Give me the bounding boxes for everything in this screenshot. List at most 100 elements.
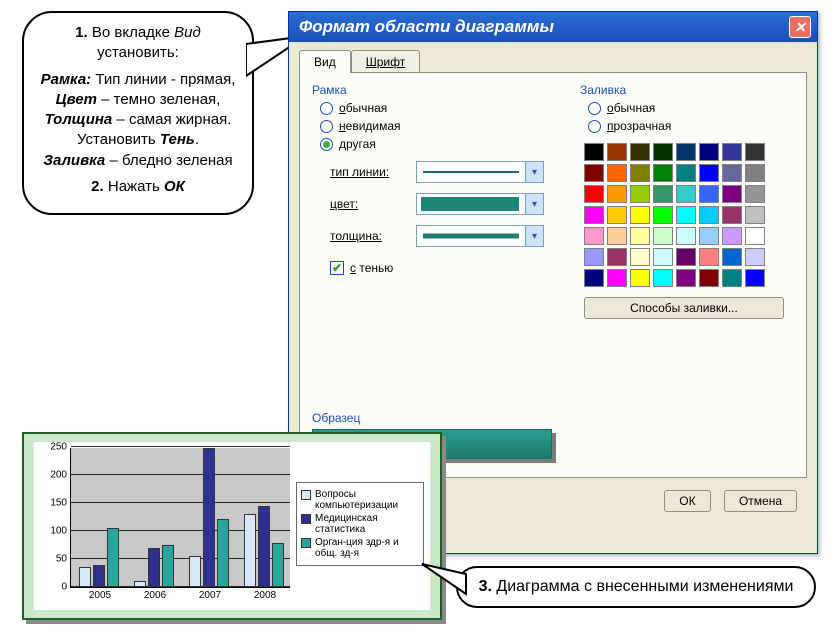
palette-swatch[interactable] xyxy=(699,164,719,182)
palette-swatch[interactable] xyxy=(676,269,696,287)
palette-swatch[interactable] xyxy=(584,206,604,224)
ok-button[interactable]: ОК xyxy=(664,490,710,512)
t: невидимая xyxy=(339,119,401,133)
palette-swatch[interactable] xyxy=(676,248,696,266)
radio-border-default[interactable]: обычная xyxy=(320,101,566,115)
radio-fill-transparent[interactable]: прозрачная xyxy=(588,119,794,133)
palette-swatch[interactable] xyxy=(653,206,673,224)
gridline xyxy=(71,474,290,475)
combo-color[interactable]: ▾ xyxy=(416,193,544,215)
bar xyxy=(203,448,215,587)
palette-swatch[interactable] xyxy=(699,185,719,203)
palette-swatch[interactable] xyxy=(653,185,673,203)
radio-border-none[interactable]: невидимая xyxy=(320,119,566,133)
combo-weight[interactable]: ▾ xyxy=(416,225,544,247)
palette-swatch[interactable] xyxy=(699,143,719,161)
t: с тенью xyxy=(350,261,393,275)
palette-swatch[interactable] xyxy=(745,206,765,224)
t: Толщина xyxy=(45,111,113,128)
t: установить: xyxy=(97,44,179,61)
color-swatch xyxy=(421,197,519,211)
radio-border-custom[interactable]: другая xyxy=(320,137,566,151)
palette-swatch[interactable] xyxy=(676,206,696,224)
palette-swatch[interactable] xyxy=(699,269,719,287)
checkbox-shadow[interactable]: ✔ с тенью xyxy=(330,261,566,275)
palette-swatch[interactable] xyxy=(584,269,604,287)
y-tick-label: 250 xyxy=(50,442,67,453)
palette-swatch[interactable] xyxy=(607,185,627,203)
palette-swatch[interactable] xyxy=(745,143,765,161)
t: 1. xyxy=(75,24,88,41)
legend-item: Орган-ция здр-я и общ. зд-я xyxy=(301,537,419,559)
radio-icon xyxy=(588,120,601,133)
palette-swatch[interactable] xyxy=(630,227,650,245)
t: – темно зеленая, xyxy=(97,91,220,108)
palette-swatch[interactable] xyxy=(584,164,604,182)
palette-swatch[interactable] xyxy=(584,185,604,203)
palette-swatch[interactable] xyxy=(722,206,742,224)
palette-swatch[interactable] xyxy=(607,143,627,161)
palette-swatch[interactable] xyxy=(676,164,696,182)
palette-swatch[interactable] xyxy=(676,227,696,245)
radio-icon xyxy=(320,120,333,133)
palette-swatch[interactable] xyxy=(653,248,673,266)
palette-swatch[interactable] xyxy=(584,227,604,245)
chart-legend: Вопросы компьютеризацииМедицинская стати… xyxy=(296,482,424,566)
palette-swatch[interactable] xyxy=(699,206,719,224)
palette-swatch[interactable] xyxy=(653,269,673,287)
dialog-title: Формат области диаграммы xyxy=(299,17,554,37)
cancel-button[interactable]: Отмена xyxy=(724,490,797,512)
t: Рамка: xyxy=(41,71,92,88)
palette-swatch[interactable] xyxy=(722,164,742,182)
palette-swatch[interactable] xyxy=(630,206,650,224)
fill-effects-button[interactable]: Способы заливки... xyxy=(584,297,784,319)
palette-swatch[interactable] xyxy=(722,248,742,266)
close-button[interactable]: ✕ xyxy=(789,16,811,38)
palette-swatch[interactable] xyxy=(722,227,742,245)
palette-swatch[interactable] xyxy=(653,164,673,182)
palette-swatch[interactable] xyxy=(607,206,627,224)
tabstrip: Вид Шрифт xyxy=(299,50,807,73)
palette-swatch[interactable] xyxy=(607,227,627,245)
palette-swatch[interactable] xyxy=(630,248,650,266)
palette-swatch[interactable] xyxy=(630,185,650,203)
palette-swatch[interactable] xyxy=(745,185,765,203)
titlebar: Формат области диаграммы ✕ xyxy=(289,12,817,42)
check-icon: ✔ xyxy=(330,261,344,275)
palette-swatch[interactable] xyxy=(676,143,696,161)
palette-swatch[interactable] xyxy=(630,269,650,287)
palette-swatch[interactable] xyxy=(745,227,765,245)
palette-swatch[interactable] xyxy=(676,185,696,203)
tab-font[interactable]: Шрифт xyxy=(351,50,420,73)
radio-fill-default[interactable]: обычная xyxy=(588,101,794,115)
instruction-step-1: 1. Во вкладке Вид установить: Рамка: Тип… xyxy=(22,11,254,215)
palette-swatch[interactable] xyxy=(653,143,673,161)
palette-swatch[interactable] xyxy=(722,185,742,203)
palette-swatch[interactable] xyxy=(722,269,742,287)
chart-canvas: 0501001502002502005200620072008 Вопросы … xyxy=(34,442,430,610)
palette-swatch[interactable] xyxy=(653,227,673,245)
palette-swatch[interactable] xyxy=(584,248,604,266)
palette-swatch[interactable] xyxy=(584,143,604,161)
y-tick-label: 150 xyxy=(50,498,67,509)
palette-swatch[interactable] xyxy=(722,143,742,161)
tab-view[interactable]: Вид xyxy=(299,50,351,73)
palette-swatch[interactable] xyxy=(607,269,627,287)
palette-swatch[interactable] xyxy=(630,164,650,182)
label-line-type: тип линии: xyxy=(330,165,408,179)
t: Установить xyxy=(77,131,160,148)
t: Тень xyxy=(160,131,195,148)
combo-line-type[interactable]: ▾ xyxy=(416,161,544,183)
palette-swatch[interactable] xyxy=(699,227,719,245)
t: прозрачная xyxy=(607,119,671,133)
palette-swatch[interactable] xyxy=(745,164,765,182)
palette-swatch[interactable] xyxy=(699,248,719,266)
palette-swatch[interactable] xyxy=(607,164,627,182)
palette-swatch[interactable] xyxy=(607,248,627,266)
palette-swatch[interactable] xyxy=(745,248,765,266)
palette-swatch[interactable] xyxy=(745,269,765,287)
y-tick-label: 100 xyxy=(50,526,67,537)
t: . xyxy=(195,131,199,148)
palette-swatch[interactable] xyxy=(630,143,650,161)
line-sample xyxy=(423,171,519,173)
